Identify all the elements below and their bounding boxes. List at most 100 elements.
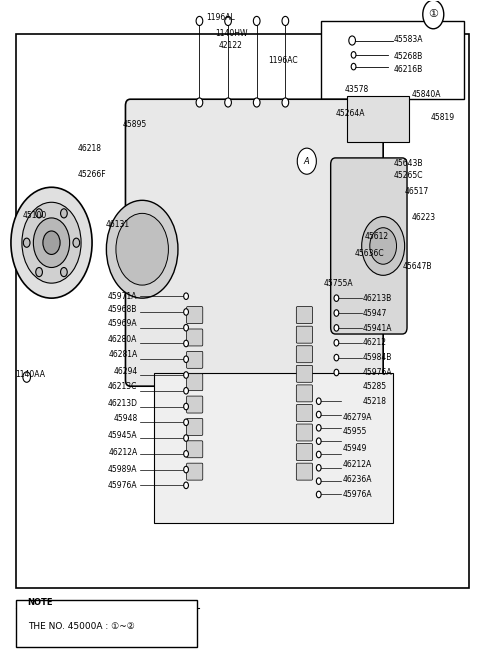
Circle shape	[316, 411, 321, 418]
FancyBboxPatch shape	[187, 329, 203, 346]
Circle shape	[60, 209, 67, 218]
Circle shape	[36, 267, 42, 276]
FancyBboxPatch shape	[296, 463, 312, 480]
Text: A: A	[304, 157, 310, 166]
Circle shape	[282, 16, 288, 26]
Text: 45755A: 45755A	[324, 279, 353, 288]
Circle shape	[316, 398, 321, 404]
Circle shape	[24, 238, 30, 248]
Circle shape	[253, 16, 260, 26]
Text: 45976A: 45976A	[363, 368, 393, 377]
Text: 45268B: 45268B	[394, 52, 423, 62]
Circle shape	[334, 325, 339, 331]
FancyBboxPatch shape	[296, 365, 312, 383]
Text: 45285: 45285	[363, 383, 387, 391]
Text: 45819: 45819	[431, 113, 455, 122]
Circle shape	[184, 388, 189, 394]
Text: THE NO. 45000A : ①~②: THE NO. 45000A : ①~②	[28, 622, 134, 631]
Text: 46281A: 46281A	[108, 350, 137, 360]
Circle shape	[60, 267, 67, 276]
Text: 45976A: 45976A	[343, 490, 372, 499]
Text: 46218: 46218	[78, 143, 102, 153]
Text: 45955: 45955	[343, 427, 367, 436]
Circle shape	[423, 0, 444, 29]
Circle shape	[184, 451, 189, 457]
Circle shape	[107, 200, 178, 298]
Text: 45984B: 45984B	[363, 353, 393, 362]
Text: 45647B: 45647B	[402, 263, 432, 271]
Circle shape	[316, 438, 321, 445]
FancyBboxPatch shape	[296, 443, 312, 460]
Text: 46236A: 46236A	[343, 475, 372, 484]
Circle shape	[196, 16, 203, 26]
Text: 46212: 46212	[363, 338, 387, 347]
FancyBboxPatch shape	[187, 441, 203, 458]
FancyBboxPatch shape	[296, 385, 312, 402]
Circle shape	[36, 209, 42, 218]
Circle shape	[351, 64, 356, 70]
Text: 45949: 45949	[343, 443, 367, 453]
Circle shape	[22, 202, 81, 283]
Text: 46213B: 46213B	[363, 293, 392, 303]
Text: 45612: 45612	[365, 232, 389, 240]
Circle shape	[334, 369, 339, 376]
Circle shape	[184, 356, 189, 362]
Circle shape	[316, 478, 321, 485]
Circle shape	[316, 424, 321, 431]
Text: 45971A: 45971A	[108, 291, 137, 301]
FancyBboxPatch shape	[187, 419, 203, 436]
Text: 45218: 45218	[363, 397, 387, 405]
Text: 42122: 42122	[218, 41, 242, 50]
Circle shape	[334, 310, 339, 316]
Circle shape	[184, 482, 189, 489]
Circle shape	[225, 16, 231, 26]
Text: 1196AL: 1196AL	[206, 13, 235, 22]
FancyBboxPatch shape	[296, 404, 312, 421]
Text: 45969A: 45969A	[108, 319, 137, 328]
FancyBboxPatch shape	[187, 351, 203, 368]
FancyBboxPatch shape	[331, 158, 407, 334]
Text: ①: ①	[428, 9, 438, 20]
Text: 46279A: 46279A	[343, 413, 372, 422]
FancyBboxPatch shape	[296, 346, 312, 363]
Text: 1140HW: 1140HW	[215, 29, 248, 39]
Circle shape	[225, 98, 231, 107]
Text: 45583A: 45583A	[394, 35, 423, 44]
FancyBboxPatch shape	[187, 463, 203, 480]
Circle shape	[184, 340, 189, 346]
Circle shape	[334, 354, 339, 361]
FancyBboxPatch shape	[296, 326, 312, 343]
Circle shape	[184, 372, 189, 379]
FancyBboxPatch shape	[187, 307, 203, 324]
Text: 43578: 43578	[345, 85, 369, 94]
Circle shape	[184, 293, 189, 299]
FancyBboxPatch shape	[125, 99, 383, 386]
Text: 45948: 45948	[113, 415, 137, 423]
Circle shape	[184, 309, 189, 315]
Circle shape	[184, 466, 189, 473]
Text: 46131: 46131	[106, 220, 130, 229]
Text: 1140AA: 1140AA	[15, 370, 45, 379]
Circle shape	[282, 98, 288, 107]
Circle shape	[43, 231, 60, 254]
Text: 46213C: 46213C	[108, 383, 137, 391]
Circle shape	[316, 491, 321, 498]
FancyBboxPatch shape	[187, 374, 203, 390]
Circle shape	[73, 238, 80, 248]
Circle shape	[184, 403, 189, 410]
FancyBboxPatch shape	[154, 373, 393, 523]
Text: 46216B: 46216B	[394, 65, 423, 74]
Text: 45636C: 45636C	[355, 249, 384, 257]
Text: 45264A: 45264A	[336, 109, 365, 118]
Circle shape	[253, 98, 260, 107]
Text: 46223: 46223	[412, 214, 436, 223]
Text: 45265C: 45265C	[394, 171, 423, 180]
FancyBboxPatch shape	[16, 600, 197, 647]
FancyBboxPatch shape	[348, 96, 409, 141]
Text: 45840A: 45840A	[412, 90, 441, 98]
Circle shape	[34, 218, 70, 267]
Circle shape	[11, 187, 92, 298]
Text: 45941A: 45941A	[363, 324, 393, 333]
FancyBboxPatch shape	[296, 307, 312, 324]
Text: 1196AC: 1196AC	[269, 56, 298, 65]
